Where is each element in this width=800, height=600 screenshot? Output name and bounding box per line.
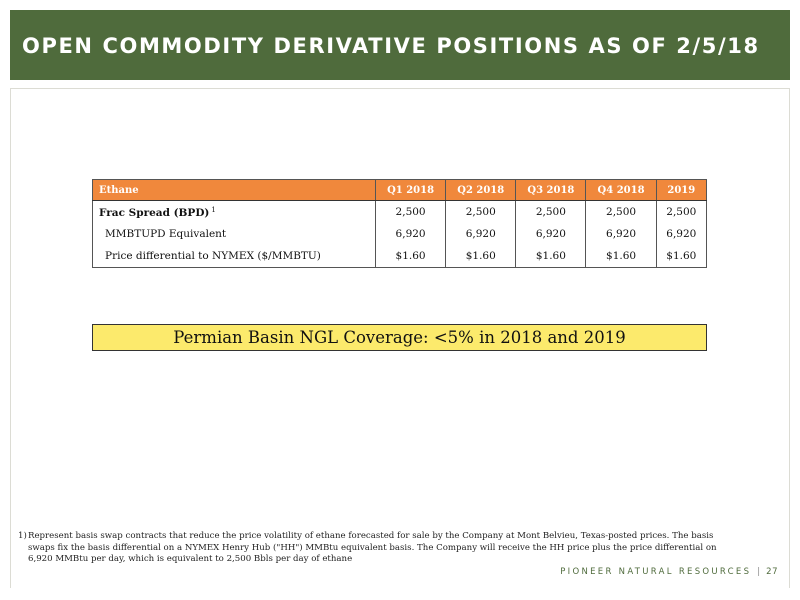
table-cell: 6,920 xyxy=(515,223,587,245)
derivative-positions-table: Ethane Q1 2018 Q2 2018 Q3 2018 Q4 2018 2… xyxy=(92,179,708,268)
table-cell: 2,500 xyxy=(655,200,708,223)
table-row: MMBTUPD Equivalent 6,920 6,920 6,920 6,9… xyxy=(92,223,708,245)
row-label-price-differential: Price differential to NYMEX ($/MMBTU) xyxy=(92,245,376,268)
table-cell: 6,920 xyxy=(655,223,708,245)
column-header-q2-2018: Q2 2018 xyxy=(445,179,517,201)
table-cell: 6,920 xyxy=(445,223,517,245)
table-header-row: Ethane Q1 2018 Q2 2018 Q3 2018 Q4 2018 2… xyxy=(92,179,708,201)
table-cell: 2,500 xyxy=(374,200,447,223)
table-cell: 2,500 xyxy=(515,200,587,223)
footer-separator: | xyxy=(757,567,761,577)
table-row: Frac Spread (BPD) 1 2,500 2,500 2,500 2,5… xyxy=(92,200,708,223)
table-cell: $1.60 xyxy=(585,245,657,268)
column-header-q1-2018: Q1 2018 xyxy=(374,179,447,201)
table-cell: $1.60 xyxy=(515,245,587,268)
footnote-marker: 1) xyxy=(18,531,27,541)
page-title: OPEN COMMODITY DERIVATIVE POSITIONS AS O… xyxy=(22,34,760,58)
footnote-text: Represent basis swap contracts that redu… xyxy=(28,531,717,564)
table-cell: $1.60 xyxy=(374,245,447,268)
column-header-2019: 2019 xyxy=(655,179,708,201)
footnote: 1) Represent basis swap contracts that r… xyxy=(18,531,718,566)
table-cell: 2,500 xyxy=(445,200,517,223)
ngl-coverage-callout: Permian Basin NGL Coverage: <5% in 2018 … xyxy=(92,324,707,351)
header-bar: OPEN COMMODITY DERIVATIVE POSITIONS AS O… xyxy=(10,10,790,80)
column-header-q3-2018: Q3 2018 xyxy=(515,179,587,201)
table-cell: 2,500 xyxy=(585,200,657,223)
content-frame xyxy=(10,88,790,588)
table-cell: 6,920 xyxy=(374,223,447,245)
table-cell: $1.60 xyxy=(445,245,517,268)
row-label-mmbtupd-equivalent: MMBTUPD Equivalent xyxy=(92,223,376,245)
table-cell: 6,920 xyxy=(585,223,657,245)
column-header-q4-2018: Q4 2018 xyxy=(585,179,657,201)
row-label-text: Frac Spread (BPD) xyxy=(99,206,210,219)
company-name: PIONEER NATURAL RESOURCES xyxy=(560,567,752,577)
column-header-commodity: Ethane xyxy=(92,179,376,201)
row-label-frac-spread: Frac Spread (BPD) 1 xyxy=(92,200,376,223)
table-row: Price differential to NYMEX ($/MMBTU) $1… xyxy=(92,245,708,268)
page-number: 27 xyxy=(766,567,778,577)
footnote-reference: 1 xyxy=(211,205,216,214)
footer-brand: PIONEER NATURAL RESOURCES | 27 xyxy=(560,567,778,577)
table-cell: $1.60 xyxy=(655,245,708,268)
